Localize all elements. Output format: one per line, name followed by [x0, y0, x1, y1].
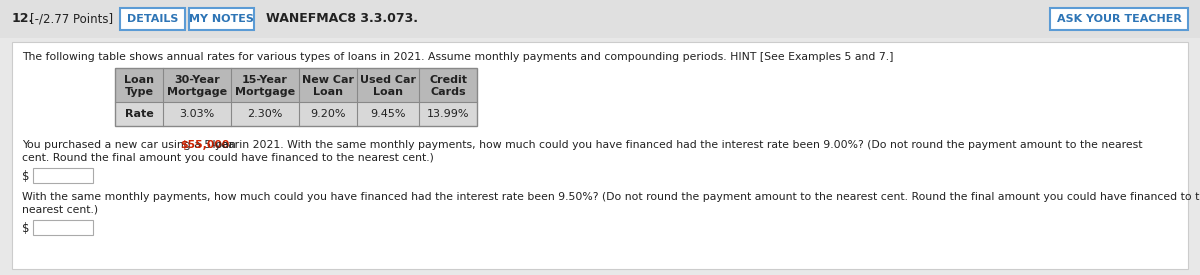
- Bar: [115, 68, 478, 102]
- Text: $55,000: $55,000: [180, 140, 229, 150]
- Text: 3.03%: 3.03%: [179, 109, 215, 119]
- Text: loan in 2021. With the same monthly payments, how much could you have financed h: loan in 2021. With the same monthly paym…: [209, 140, 1142, 150]
- Text: The following table shows annual rates for various types of loans in 2021. Assum: The following table shows annual rates f…: [22, 52, 894, 62]
- Text: Loan: Loan: [373, 87, 403, 97]
- Text: 9.20%: 9.20%: [311, 109, 346, 119]
- Text: You purchased a new car using a 5-year: You purchased a new car using a 5-year: [22, 140, 242, 150]
- Text: DETAILS: DETAILS: [127, 14, 178, 24]
- Text: Credit: Credit: [430, 75, 467, 85]
- Text: Cards: Cards: [430, 87, 466, 97]
- Text: With the same monthly payments, how much could you have financed had the interes: With the same monthly payments, how much…: [22, 192, 1200, 202]
- Text: Type: Type: [125, 87, 154, 97]
- Text: New Car: New Car: [302, 75, 354, 85]
- Text: 9.45%: 9.45%: [371, 109, 406, 119]
- Text: Loan: Loan: [124, 75, 154, 85]
- Text: Mortgage: Mortgage: [167, 87, 227, 97]
- Text: [-/2.77 Points]: [-/2.77 Points]: [30, 12, 113, 26]
- Bar: [0, 0, 1200, 38]
- FancyBboxPatch shape: [34, 220, 94, 235]
- Bar: [115, 68, 478, 126]
- Text: 2.30%: 2.30%: [247, 109, 283, 119]
- Text: MY NOTES: MY NOTES: [190, 14, 254, 24]
- Text: 12.: 12.: [12, 12, 35, 26]
- Text: Rate: Rate: [125, 109, 154, 119]
- Text: $: $: [22, 221, 29, 235]
- Text: 30-Year: 30-Year: [174, 75, 220, 85]
- Text: nearest cent.): nearest cent.): [22, 205, 98, 215]
- FancyBboxPatch shape: [1050, 8, 1188, 30]
- Text: Mortgage: Mortgage: [235, 87, 295, 97]
- FancyBboxPatch shape: [190, 8, 254, 30]
- FancyBboxPatch shape: [120, 8, 185, 30]
- Text: cent. Round the final amount you could have financed to the nearest cent.): cent. Round the final amount you could h…: [22, 153, 434, 163]
- Text: Loan: Loan: [313, 87, 343, 97]
- Text: WANEFMAC8 3.3.073.: WANEFMAC8 3.3.073.: [266, 12, 418, 26]
- Text: 13.99%: 13.99%: [427, 109, 469, 119]
- Bar: [12, 42, 1188, 269]
- FancyBboxPatch shape: [34, 168, 94, 183]
- Bar: [115, 102, 478, 126]
- Text: Used Car: Used Car: [360, 75, 416, 85]
- Text: ASK YOUR TEACHER: ASK YOUR TEACHER: [1056, 14, 1182, 24]
- Text: $: $: [22, 169, 29, 183]
- Text: 15-Year: 15-Year: [242, 75, 288, 85]
